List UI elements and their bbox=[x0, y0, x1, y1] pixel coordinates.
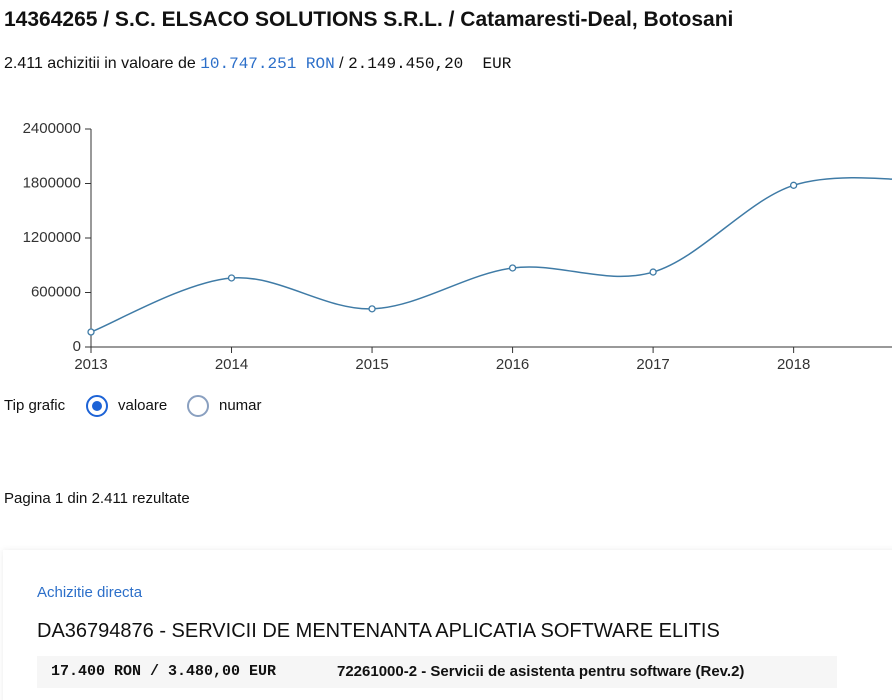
radio-dot bbox=[92, 401, 102, 411]
x-tick-label: 2013 bbox=[74, 356, 107, 373]
y-tick-label: 0 bbox=[73, 338, 81, 355]
ron-total[interactable]: 10.747.251 RON bbox=[200, 55, 335, 73]
point bbox=[227, 274, 236, 282]
result-amount: 17.400 RON / 3.480,00 EUR bbox=[51, 663, 277, 680]
point bbox=[649, 268, 657, 276]
line bbox=[90, 176, 892, 333]
point bbox=[87, 328, 95, 336]
radio-button[interactable] bbox=[86, 395, 108, 417]
point bbox=[368, 305, 376, 313]
y-tick-label: 600000 bbox=[31, 283, 81, 300]
x-tick-label: 2015 bbox=[355, 356, 388, 373]
chart: 0 600000 1200000 1800000 2400000 2013 2014 2015… bbox=[23, 120, 892, 373]
point bbox=[789, 181, 798, 189]
result-card[interactable]: Achizitie directa DA36794876 - SERVICII … bbox=[3, 550, 892, 700]
result-cpv: 72261000-2 - Servicii de asistenta pentr… bbox=[337, 663, 745, 680]
point bbox=[508, 264, 517, 272]
x-tick-label: 2014 bbox=[215, 356, 248, 373]
x-tick-label: 2018 bbox=[777, 356, 810, 373]
y-tick-label: 1800000 bbox=[23, 174, 81, 191]
x-tick-label: 2017 bbox=[636, 356, 669, 373]
eur-total: 2.149.450,20 EUR bbox=[348, 55, 512, 73]
separator: / bbox=[339, 55, 344, 72]
pagination: Pagina 1 din 2.411 rezultate bbox=[4, 490, 190, 507]
y-tick-label: 2400000 bbox=[23, 120, 81, 137]
result-type: Achizitie directa bbox=[37, 584, 143, 601]
result-details: 17.400 RON / 3.480,00 EUR 72261000-2 - S… bbox=[37, 656, 837, 688]
radio-label: valoare bbox=[118, 397, 168, 414]
plot-area bbox=[87, 176, 892, 336]
x-tick-label: 2016 bbox=[496, 356, 529, 373]
page-title: 14364265 / S.C. ELSACO SOLUTIONS S.R.L. … bbox=[4, 8, 734, 31]
radio-button[interactable] bbox=[187, 395, 209, 417]
radio-label: numar bbox=[219, 397, 262, 414]
chart-type-label: Tip grafic bbox=[4, 397, 66, 414]
y-tick-label: 1200000 bbox=[23, 229, 81, 246]
result-title[interactable]: DA36794876 - SERVICII DE MENTENANTA APLI… bbox=[37, 620, 720, 642]
summary-prefix: 2.411 achizitii in valoare de bbox=[4, 55, 196, 72]
summary: 2.411 achizitii in valoare de 10.747.251… bbox=[4, 55, 511, 73]
